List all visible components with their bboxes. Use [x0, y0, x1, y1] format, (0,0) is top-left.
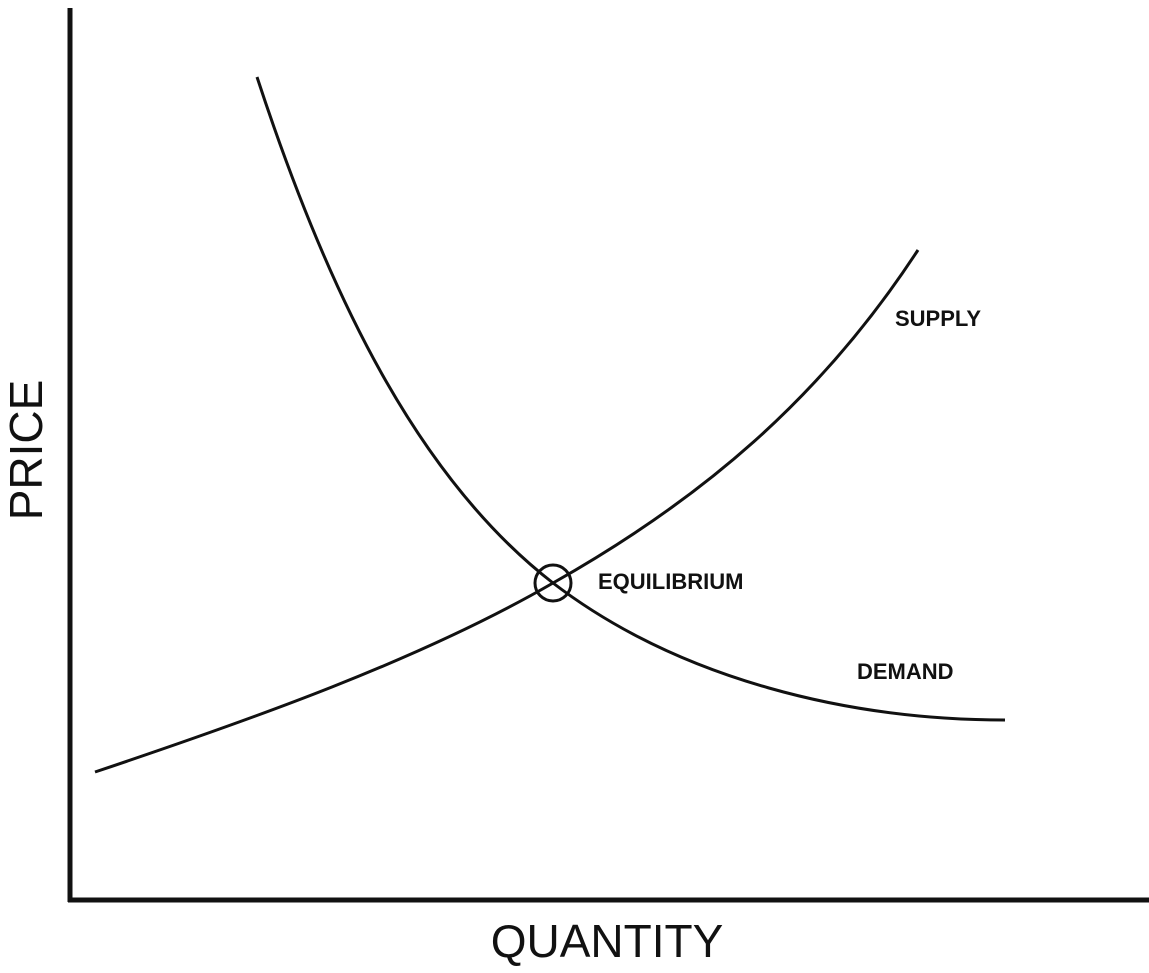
y-axis-title: PRICE [0, 380, 52, 521]
equilibrium-marker [533, 563, 573, 603]
x-axis-title: QUANTITY [491, 915, 724, 967]
demand-label: DEMAND [857, 659, 954, 684]
equilibrium-label: EQUILIBRIUM [598, 569, 743, 594]
supply-label: SUPPLY [895, 306, 981, 331]
demand-curve [255, 76, 1006, 722]
supply-curve [94, 249, 920, 774]
